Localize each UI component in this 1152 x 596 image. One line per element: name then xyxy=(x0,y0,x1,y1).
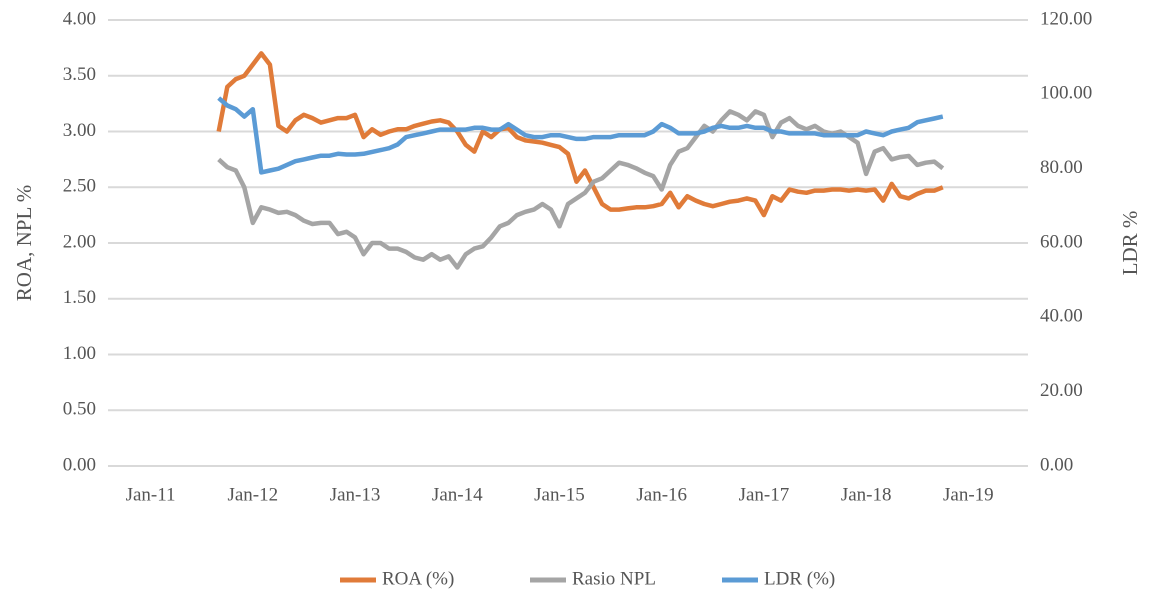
y-tick-label: 1.50 xyxy=(63,287,96,308)
legend-label: Rasio NPL xyxy=(572,568,656,589)
x-tick-label: Jan-11 xyxy=(126,484,176,505)
x-tick-label: Jan-14 xyxy=(432,484,483,505)
series-line xyxy=(217,109,945,270)
y2-tick-label: 100.00 xyxy=(1040,83,1092,104)
x-tick-label: Jan-15 xyxy=(534,484,585,505)
y2-tick-label: 80.00 xyxy=(1040,157,1083,178)
y-tick-label: 0.50 xyxy=(63,399,96,420)
y-tick-label: 3.50 xyxy=(63,64,96,85)
x-tick-label: Jan-19 xyxy=(943,484,994,505)
y-tick-label: 3.00 xyxy=(63,120,96,141)
y-tick-label: 0.00 xyxy=(63,454,96,475)
y-tick-label: 2.00 xyxy=(63,231,96,252)
y2-tick-label: 20.00 xyxy=(1040,380,1083,401)
x-tick-label: Jan-12 xyxy=(227,484,278,505)
series-line xyxy=(216,51,944,218)
legend-label: ROA (%) xyxy=(382,568,454,589)
y-tick-label: 1.00 xyxy=(63,343,96,364)
y2-tick-label: 120.00 xyxy=(1040,8,1092,29)
y2-tick-label: 60.00 xyxy=(1040,231,1083,252)
legend-label: LDR (%) xyxy=(764,568,835,589)
y-axis-title: ROA, NPL % xyxy=(12,185,36,301)
x-tick-label: Jan-16 xyxy=(636,484,687,505)
y2-axis-title: LDR % xyxy=(1118,211,1142,276)
x-tick-label: Jan-13 xyxy=(330,484,381,505)
y2-tick-label: 0.00 xyxy=(1040,454,1073,475)
series-line xyxy=(217,96,944,175)
y2-tick-label: 40.00 xyxy=(1040,306,1083,327)
y-tick-label: 4.00 xyxy=(63,8,96,29)
y-tick-label: 2.50 xyxy=(63,176,96,197)
x-tick-label: Jan-17 xyxy=(739,484,790,505)
x-tick-label: Jan-18 xyxy=(841,484,892,505)
